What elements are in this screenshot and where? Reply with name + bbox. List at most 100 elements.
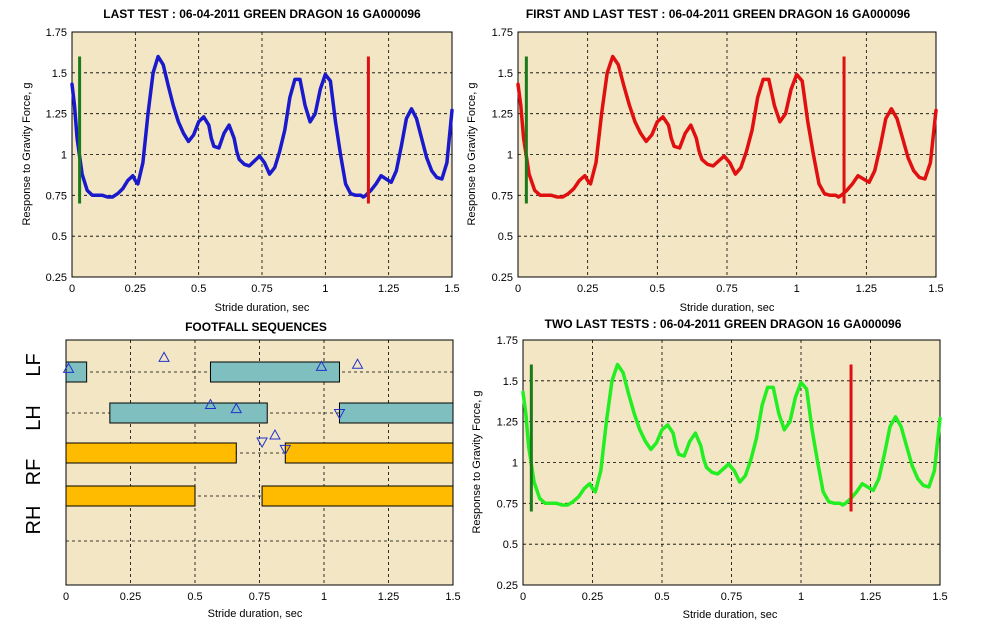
y-tick-label: 0.5 — [503, 539, 518, 551]
limb-label-rh: RH — [23, 506, 45, 535]
y-axis-label: Response to Gravity Force, g — [21, 82, 33, 225]
limb-label-lh: LH — [23, 405, 45, 431]
y-tick-label: 1.5 — [503, 376, 518, 388]
y-ticks: 1.75 1.5 1.25 1 0.75 0.5 0.25 — [46, 27, 67, 284]
y-tick-label: 1 — [507, 150, 513, 162]
x-axis-label: Stride duration, sec — [680, 302, 775, 314]
y-tick-label: 0.5 — [52, 231, 67, 243]
limb-label-lf: LF — [23, 353, 45, 376]
y-tick-label: 1.5 — [498, 68, 513, 80]
x-tick-label: 0.5 — [187, 591, 202, 603]
y-tick-label: 1.25 — [497, 417, 518, 429]
y-tick-label: 0.5 — [498, 231, 513, 243]
limb-labels: LF LH RF RH — [23, 353, 45, 534]
data-marks — [62, 351, 454, 507]
grid-lines — [523, 340, 940, 585]
footfall-event-marker — [158, 351, 170, 362]
stance-bar-rh — [65, 485, 196, 507]
chart-title: TWO LAST TESTS : 06-04-2011 GREEN DRAGON… — [545, 317, 902, 331]
footfall-event-marker — [62, 362, 75, 373]
chart-footfall-sequences: FOOTFALL SEQUENCES 0 0.25 0.5 0.75 1 1.25 1.5 … — [23, 320, 461, 620]
y-tick-label: 1.75 — [46, 27, 67, 39]
footfall-event-marker — [351, 358, 364, 369]
y-tick-label: 1 — [61, 150, 67, 162]
limb-label-rf: RF — [23, 459, 45, 486]
footfall-event-marker — [333, 409, 346, 420]
x-tick-label: 0.75 — [721, 591, 742, 603]
y-tick-label: 0.75 — [497, 498, 518, 510]
chart-title: LAST TEST : 06-04-2011 GREEN DRAGON 16 G… — [103, 7, 421, 21]
x-ticks: 0 0.25 0.5 0.75 1 1.25 1.5 — [515, 283, 944, 295]
stance-bar-rf — [65, 442, 237, 464]
x-tick-label: 0.25 — [125, 283, 146, 295]
series-line — [516, 54, 938, 199]
stance-bar-lh — [338, 402, 454, 424]
chart-first-and-last-test: FIRST AND LAST TEST : 06-04-2011 GREEN D… — [466, 7, 944, 314]
x-tick-label: 1 — [321, 591, 327, 603]
x-tick-label: 0 — [520, 591, 526, 603]
x-tick-label: 0.25 — [120, 591, 141, 603]
x-tick-label: 1.25 — [378, 283, 399, 295]
x-tick-label: 1.5 — [444, 283, 459, 295]
y-tick-label: 0.25 — [497, 580, 518, 592]
x-tick-label: 0.75 — [251, 283, 272, 295]
x-tick-label: 0.5 — [191, 283, 206, 295]
series-line — [70, 54, 454, 199]
stance-bar-lf — [209, 361, 340, 383]
x-tick-label: 1.5 — [932, 591, 947, 603]
x-axis-label: Stride duration, sec — [208, 608, 303, 620]
x-tick-label: 0.75 — [716, 283, 737, 295]
footfall-event-marker — [204, 398, 217, 409]
x-tick-label: 0.75 — [249, 591, 270, 603]
x-tick-label: 0 — [63, 591, 69, 603]
footfall-event-marker — [315, 360, 328, 371]
x-ticks: 0 0.25 0.5 0.75 1 1.25 1.5 — [63, 591, 461, 603]
series-line — [521, 362, 942, 507]
y-tick-label: 0.75 — [46, 190, 67, 202]
y-tick-label: 1 — [512, 458, 518, 470]
x-tick-label: 1.25 — [856, 283, 877, 295]
x-tick-label: 0 — [515, 283, 521, 295]
x-tick-label: 0.25 — [577, 283, 598, 295]
x-tick-label: 1.5 — [445, 591, 460, 603]
x-tick-label: 1.25 — [860, 591, 881, 603]
y-axis-label: Response to Gravity Force, g — [466, 82, 478, 225]
x-ticks: 0 0.25 0.5 0.75 1 1.25 1.5 — [520, 591, 948, 603]
data-marks — [70, 54, 454, 204]
x-tick-label: 0.25 — [582, 591, 603, 603]
grid-lines — [72, 32, 452, 277]
x-tick-label: 1 — [322, 283, 328, 295]
y-tick-label: 1.25 — [46, 109, 67, 121]
chart-title: FIRST AND LAST TEST : 06-04-2011 GREEN D… — [526, 7, 911, 21]
y-tick-label: 1.25 — [492, 109, 513, 121]
stance-bar-rh — [261, 485, 454, 507]
footfall-event-marker — [256, 437, 268, 449]
y-ticks: 1.75 1.5 1.25 1 0.75 0.5 0.25 — [492, 27, 513, 284]
y-tick-label: 0.75 — [492, 190, 513, 202]
x-ticks: 0 0.25 0.5 0.75 1 1.25 1.5 — [69, 283, 460, 295]
x-tick-label: 1 — [794, 283, 800, 295]
x-tick-label: 1.5 — [928, 283, 943, 295]
x-tick-label: 0 — [69, 283, 75, 295]
stance-bar-lh — [109, 402, 268, 424]
y-tick-label: 1.75 — [497, 335, 518, 347]
footfall-event-marker — [279, 444, 292, 456]
grid-lines — [518, 32, 936, 277]
y-ticks: 1.75 1.5 1.25 1 0.75 0.5 0.25 — [497, 335, 518, 592]
y-axis-label: Response to Gravity Force, g — [471, 390, 483, 533]
y-tick-label: 0.25 — [46, 272, 67, 284]
stance-bar-rf — [284, 442, 454, 464]
y-tick-label: 1.75 — [492, 27, 513, 39]
x-axis-label: Stride duration, sec — [215, 302, 310, 314]
x-tick-label: 1 — [798, 591, 804, 603]
data-marks — [521, 362, 942, 512]
chart-title: FOOTFALL SEQUENCES — [185, 320, 327, 334]
data-marks — [516, 54, 938, 204]
footfall-event-marker — [230, 402, 243, 414]
chart-last-test: LAST TEST : 06-04-2011 GREEN DRAGON 16 G… — [21, 7, 460, 314]
x-tick-label: 0.5 — [654, 591, 669, 603]
x-axis-label: Stride duration, sec — [683, 609, 778, 621]
chart-two-last-tests: TWO LAST TESTS : 06-04-2011 GREEN DRAGON… — [471, 317, 948, 621]
x-tick-label: 0.5 — [650, 283, 665, 295]
